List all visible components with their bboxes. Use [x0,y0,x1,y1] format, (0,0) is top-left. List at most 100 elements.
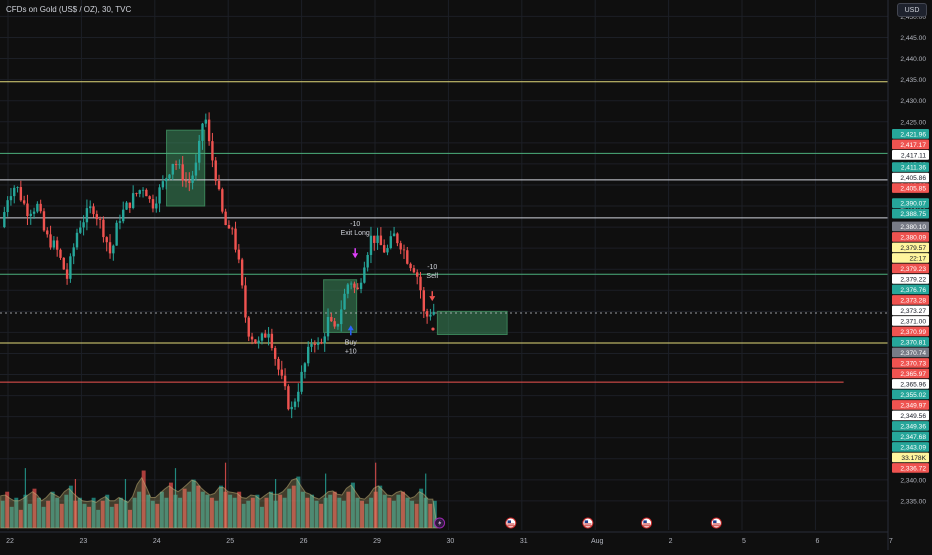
candle-body [363,267,366,283]
volume-bar [68,485,73,528]
buy-arrow-marker[interactable] [347,325,354,331]
candle-body [244,285,247,318]
trade-zone-box[interactable] [436,310,508,336]
price-label-text: 2,343.09 [900,444,926,451]
candle-body [386,248,389,253]
volume-bar [387,497,392,528]
candle-body [128,202,132,208]
price-label-badge [892,326,929,337]
price-label-text: 2,405.85 [900,186,926,193]
x-tick-label: 6 [815,538,819,545]
volume-spike [174,468,177,528]
volume-bar [87,506,92,528]
candle-body [227,225,231,229]
price-label-text: 2,347.68 [900,434,926,441]
candle-body [112,245,115,254]
candle-body [336,324,340,327]
trade-label: Exit Long [341,230,370,237]
exit-arrow-marker[interactable] [352,253,359,259]
volume-bar [346,491,351,528]
volume-bar [64,494,69,528]
volume-spike [325,473,327,528]
candle-body [310,343,313,347]
candle-body [79,227,82,233]
volume-bar [319,503,324,528]
price-label-badge [892,358,929,368]
candle-body [330,316,333,322]
candle-body [211,141,214,161]
candle-body [217,180,221,190]
candle-body [300,371,303,392]
candle-body [221,189,224,212]
sell-arrow-marker[interactable] [429,296,436,302]
y-tick-label: 2,335.00 [900,498,926,505]
volume-bar [332,491,337,528]
candle-body [264,333,267,338]
volume-bar [14,497,19,528]
volume-bar [428,503,433,528]
price-label-text: 2,365.96 [900,381,926,388]
candle-body [326,316,330,337]
price-label-badge [892,452,929,463]
price-label-text: 2,390.07 [900,201,926,208]
candle-body [16,187,19,188]
price-label-badge [892,274,929,284]
candle-body [49,234,52,248]
volume-bar [164,497,169,528]
price-label-text: 2,380.09 [900,234,926,241]
candle-body [122,209,125,222]
candle-body [277,358,280,370]
currency-button[interactable]: USD [897,3,927,17]
price-label-text: 2,379.22 [900,276,926,283]
volume-bar [259,506,264,528]
price-label-text: 2,373.27 [900,308,926,315]
candle-body [313,343,317,345]
x-tick-label: 25 [226,538,234,545]
price-label-text: 2,379.57 [900,245,926,252]
price-label-text: 2,417.11 [901,152,927,159]
candle-body [333,321,336,327]
volume-bar [155,503,160,528]
candle-body [356,287,359,289]
volume-bar [369,497,374,528]
candle-body [89,206,92,209]
volume-bar [205,494,210,528]
price-label-badge [892,232,929,242]
candle-body [198,140,201,163]
candle-body [396,233,399,244]
price-label-text: 2,405.86 [900,175,926,182]
price-label-badge [892,150,929,160]
volume-bar [246,500,251,528]
x-tick-label: 23 [80,538,88,545]
volume-bar [287,488,292,528]
y-tick-label: 2,445.00 [900,35,926,42]
price-label-badge [892,463,929,473]
volume-bar [264,497,269,528]
volume-bar [77,497,82,528]
candle-body [376,235,379,243]
x-tick-label: 7 [889,538,893,545]
x-tick-label: 30 [447,538,455,545]
price-label-text: 2,388.75 [900,211,926,218]
candle-body [82,222,85,228]
candle-body [59,249,62,258]
candle-body [168,174,171,179]
candle-body [419,276,422,291]
volume-bar [237,491,242,528]
price-label-text: 2,421.96 [900,131,926,138]
candle-body [52,240,56,248]
trade-label: Buy [345,339,358,346]
candle-body [343,293,346,310]
volume-bar [5,491,10,528]
volume-bar [378,485,383,528]
price-label-badge [892,284,929,295]
volume-bar [209,497,214,528]
candle-body [409,263,412,269]
volume-spike [274,478,277,528]
candle-body [125,202,128,210]
price-label-badge [892,400,929,410]
volume-bar [196,485,201,528]
volume-bar [128,509,132,528]
